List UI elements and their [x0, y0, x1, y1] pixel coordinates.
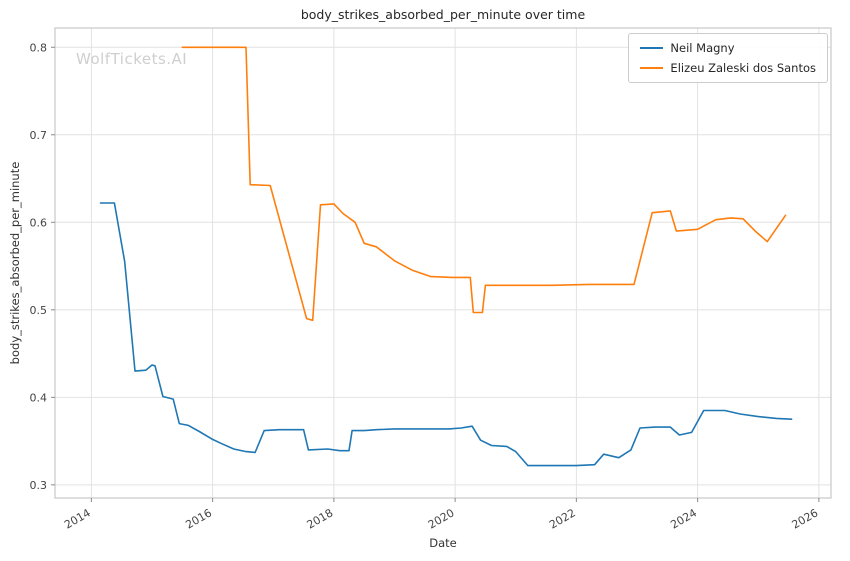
legend-item: Elizeu Zaleski dos Santos [640, 61, 816, 75]
legend-item: Neil Magny [640, 41, 816, 55]
svg-text:0.4: 0.4 [30, 391, 48, 404]
legend-swatch [640, 67, 664, 69]
chart-title: body_strikes_absorbed_per_minute over ti… [300, 7, 586, 22]
legend-label: Neil Magny [670, 41, 735, 55]
svg-text:0.8: 0.8 [30, 41, 48, 54]
legend-label: Elizeu Zaleski dos Santos [670, 61, 816, 75]
watermark: WolfTickets.AI [76, 50, 188, 68]
x-axis-label: Date [429, 536, 457, 550]
legend: Neil Magny Elizeu Zaleski dos Santos [628, 33, 828, 83]
svg-text:2016: 2016 [183, 506, 214, 531]
legend-swatch [640, 47, 664, 49]
svg-text:0.5: 0.5 [30, 304, 48, 317]
svg-text:2022: 2022 [547, 506, 578, 531]
svg-text:0.6: 0.6 [30, 216, 48, 229]
svg-text:0.7: 0.7 [30, 129, 48, 142]
svg-text:2020: 2020 [426, 506, 457, 531]
svg-text:2024: 2024 [668, 506, 699, 531]
svg-text:0.3: 0.3 [30, 479, 48, 492]
svg-text:2018: 2018 [305, 506, 336, 531]
svg-text:2026: 2026 [790, 506, 821, 531]
y-axis-label: body_strikes_absorbed_per_minute [8, 161, 22, 365]
svg-text:2014: 2014 [62, 506, 93, 531]
